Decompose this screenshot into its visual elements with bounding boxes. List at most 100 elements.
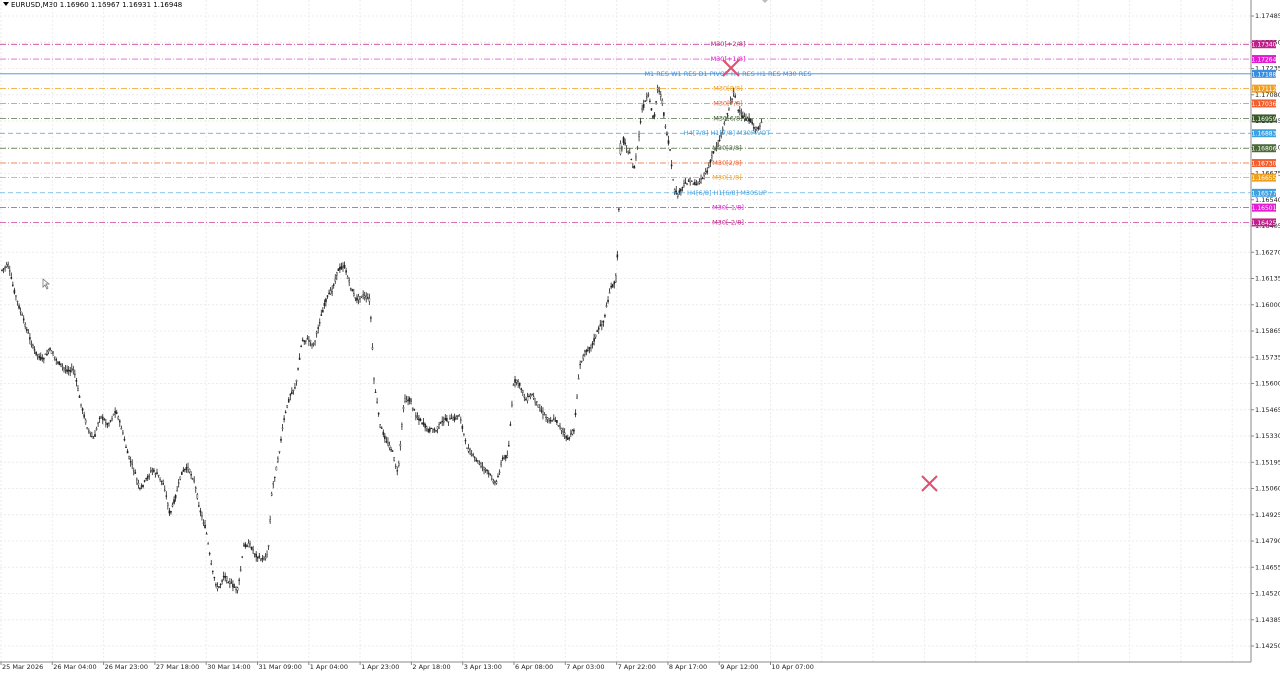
candle-body	[250, 547, 253, 550]
level-label: M30[7/8]	[713, 99, 742, 107]
candle-body	[115, 411, 118, 414]
candle-body	[266, 554, 268, 557]
level-lines	[0, 43, 1251, 223]
candle-body	[429, 428, 431, 432]
candle-body	[353, 293, 355, 297]
candle-body	[339, 266, 341, 270]
candle-body	[106, 423, 109, 425]
candle-body	[404, 397, 406, 402]
candle-body	[498, 471, 501, 473]
price-tag	[1252, 114, 1276, 123]
cross-marker-icon	[921, 475, 938, 492]
candle-body	[13, 289, 16, 294]
candle-body	[111, 418, 113, 420]
candle-body	[717, 143, 719, 145]
candle-body	[646, 96, 648, 99]
candle-body	[489, 473, 492, 475]
candle-body	[491, 478, 493, 480]
candle-body	[89, 431, 92, 434]
candle-body	[216, 586, 219, 589]
candle-body	[308, 340, 310, 342]
candle-body	[78, 396, 81, 398]
price-tick-label: 1.15865	[1255, 327, 1280, 335]
candle-body	[670, 164, 673, 167]
candle-body	[261, 558, 264, 560]
time-tick-label: 3 Apr 13:00	[464, 663, 502, 671]
level-labels: M30[+2/8] M30[+1/8] M1 RES W1 RES D1 PIVOT…	[644, 40, 811, 226]
candle-body	[63, 367, 65, 369]
candle-body	[590, 344, 592, 348]
candle-body	[728, 107, 730, 110]
price-tick-label: 1.14790	[1255, 537, 1280, 545]
candle-body	[627, 151, 629, 153]
candle-body	[435, 430, 437, 432]
candle-body	[342, 266, 344, 268]
cross-markers	[722, 59, 938, 492]
candle-body	[535, 401, 538, 403]
candle-body	[159, 477, 161, 480]
level-label: M30[+2/8]	[711, 40, 746, 48]
price-axis[interactable]: 1.174851.173501.172351.170801.169451.168…	[1250, 0, 1280, 662]
candle-body	[297, 368, 299, 370]
candle-body	[376, 401, 378, 403]
candle-body	[128, 455, 130, 459]
candle-body	[529, 395, 532, 397]
collapse-triangle-icon[interactable]	[3, 2, 9, 6]
price-tick-label: 1.14655	[1255, 563, 1280, 571]
candle-body	[399, 444, 402, 447]
candle-body	[38, 356, 40, 359]
candle-body	[591, 342, 594, 345]
candle-body	[314, 340, 316, 343]
candle-body	[566, 437, 569, 440]
candle-body	[280, 438, 282, 441]
candle-body	[229, 581, 231, 584]
candle-body	[153, 469, 155, 472]
candle-body	[687, 180, 690, 182]
price-tick-label: 1.14925	[1255, 511, 1280, 519]
price-tag-text: 1.16730	[1252, 161, 1277, 168]
candle-body	[701, 177, 704, 180]
candle-body	[101, 416, 104, 420]
candle-body	[433, 428, 436, 430]
candle-body	[72, 369, 75, 371]
candle-body	[123, 438, 126, 441]
candle-body	[497, 475, 499, 478]
candle-body	[170, 511, 172, 513]
candle-body	[416, 416, 419, 418]
candle-body	[272, 483, 275, 485]
symbol-info-label: EURUSD,M30 1.16960 1.16967 1.16931 1.169…	[3, 1, 182, 9]
candle-body	[686, 183, 688, 185]
candle-body	[230, 582, 233, 584]
candle-body	[87, 430, 90, 432]
candle-body	[171, 504, 174, 507]
candle-body	[57, 362, 59, 364]
price-tick-label: 1.16000	[1255, 301, 1280, 309]
candle-body	[232, 584, 234, 588]
scroll-shift-marker-icon[interactable]	[762, 0, 768, 3]
candle-body	[142, 484, 144, 487]
candle-body	[430, 427, 433, 430]
candle-body	[721, 128, 724, 131]
candle-body	[649, 100, 651, 102]
candle-body	[373, 377, 375, 381]
candle-body	[628, 152, 631, 154]
price-tick-label: 1.15195	[1255, 458, 1280, 466]
candle-body	[249, 543, 251, 545]
candle-body	[255, 554, 258, 558]
time-axis[interactable]: 25 Mar 2026 26 Mar 04:00 26 Mar 23:00 27 Ma…	[0, 661, 1251, 671]
candle-body	[760, 121, 763, 124]
price-tag-text: 1.16655	[1252, 175, 1277, 182]
candle-body	[160, 480, 163, 482]
candle-body	[408, 398, 411, 402]
candle-body	[523, 396, 526, 398]
candle-body	[639, 121, 642, 123]
candle-body	[343, 264, 346, 269]
candle-body	[453, 416, 456, 421]
candle-body	[594, 334, 597, 338]
candle-body	[247, 543, 250, 548]
candle-body	[357, 296, 360, 300]
price-tag-text: 1.16577	[1252, 190, 1277, 197]
candle-body	[29, 337, 31, 340]
